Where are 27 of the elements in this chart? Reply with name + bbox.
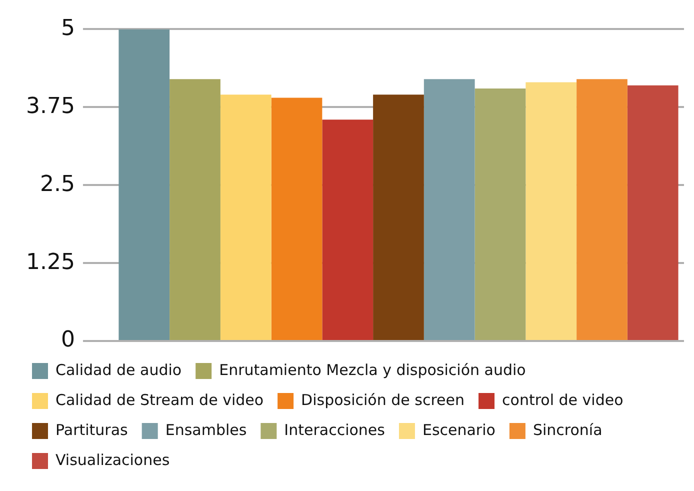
legend-label: Escenario	[422, 420, 496, 439]
bar	[526, 82, 577, 340]
bar	[373, 94, 424, 340]
legend-label: control de video	[502, 390, 624, 409]
bar	[271, 98, 322, 340]
legend-label: Calidad de Stream de video	[56, 390, 264, 409]
bar	[424, 79, 475, 340]
bar	[627, 85, 678, 340]
bar	[474, 88, 526, 340]
legend-label: Visualizaciones	[56, 450, 170, 469]
legend-label: Partituras	[56, 420, 128, 439]
bar	[220, 94, 272, 340]
legend-label: Sincronía	[532, 420, 602, 439]
legend-label: Ensambles	[165, 420, 247, 439]
bar	[170, 79, 220, 340]
bar	[322, 120, 374, 340]
y-tick-label: 2.5	[40, 172, 75, 197]
y-tick-label: 0	[60, 328, 75, 353]
y-tick-label: 1.25	[26, 250, 75, 275]
legend-label: Interacciones	[284, 420, 386, 439]
bar	[118, 29, 170, 340]
legend-label: Calidad de audio	[56, 360, 182, 379]
y-tick-label: 5	[60, 16, 75, 41]
legend-label: Disposición de screen	[301, 390, 465, 409]
legend-label: Enrutamiento Mezcla y disposición audio	[219, 360, 526, 379]
y-tick-label: 3.75	[26, 94, 75, 119]
bar	[576, 79, 628, 340]
